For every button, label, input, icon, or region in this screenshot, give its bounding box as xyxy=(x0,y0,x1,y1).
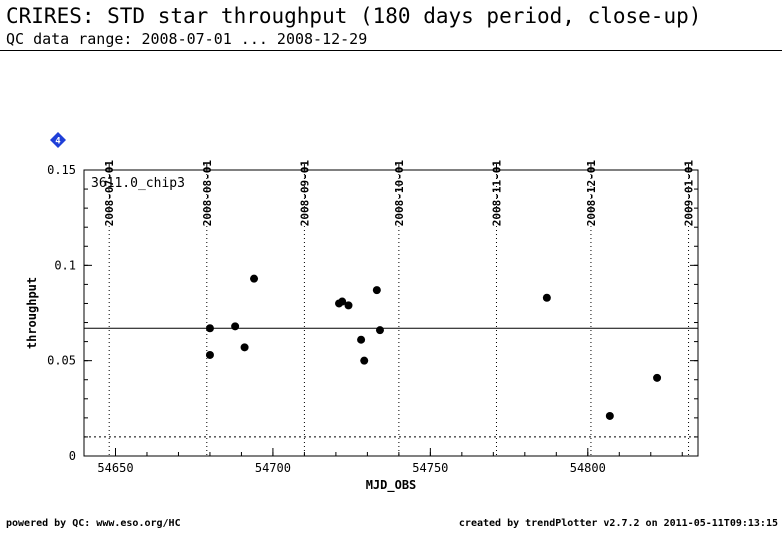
y-tick-label: 0.15 xyxy=(47,163,76,177)
date-tick-label: 2008-11-01 xyxy=(490,160,503,227)
x-tick-label: 54800 xyxy=(570,461,606,475)
x-axis-label: MJD_OBS xyxy=(366,478,417,493)
data-point xyxy=(605,411,614,420)
data-point xyxy=(250,274,259,283)
data-point xyxy=(205,324,214,333)
data-point xyxy=(338,297,347,306)
x-tick-label: 54650 xyxy=(97,461,133,475)
plot-frame xyxy=(83,169,699,457)
date-tick-label: 2008-07-01 xyxy=(103,160,116,227)
y-tick-label: 0.05 xyxy=(47,354,76,368)
footer-powered-by: powered by QC: www.eso.org/HC xyxy=(6,518,181,529)
x-tick-label: 54700 xyxy=(255,461,291,475)
axes: 2008-07-01 2008-08-01 2008-09-01 2008-10-01… xyxy=(47,160,698,475)
footer-created-by: created by trendPlotter v2.7.2 on 2011-0… xyxy=(458,518,778,529)
data-point xyxy=(375,326,384,335)
date-tick-label: 2008-12-01 xyxy=(585,160,598,227)
page-title: CRIRES: STD star throughput (180 days pe… xyxy=(6,4,702,28)
data-point xyxy=(360,356,369,365)
data-point xyxy=(344,301,353,310)
date-tick-label: 2008-10-01 xyxy=(393,160,406,227)
data-point xyxy=(240,343,249,352)
y-axis-label: throughput xyxy=(25,277,39,349)
x-tick-label: 54750 xyxy=(412,461,448,475)
y-tick-label: 0.1 xyxy=(54,258,76,272)
badge-number: 4 xyxy=(55,137,61,147)
date-tick-label: 2008-09-01 xyxy=(298,160,311,227)
date-tick-label: 2008-08-01 xyxy=(201,160,214,227)
panel-label: 3611.0_chip3 xyxy=(91,176,185,191)
data-point xyxy=(357,335,366,344)
y-tick-label: 0 xyxy=(69,449,76,463)
data-point xyxy=(542,293,551,302)
date-tick-label: 2009-01-01 xyxy=(683,160,696,227)
data-point xyxy=(231,322,240,331)
diamond-badge-icon: 4 xyxy=(50,132,66,148)
page-subtitle: QC data range: 2008-07-01 ... 2008-12-29 xyxy=(6,30,368,48)
data-point xyxy=(205,350,214,359)
header-divider xyxy=(0,50,782,51)
reference-lines xyxy=(84,327,698,438)
data-point xyxy=(653,373,662,382)
data-points xyxy=(205,274,662,420)
data-point xyxy=(372,286,381,295)
